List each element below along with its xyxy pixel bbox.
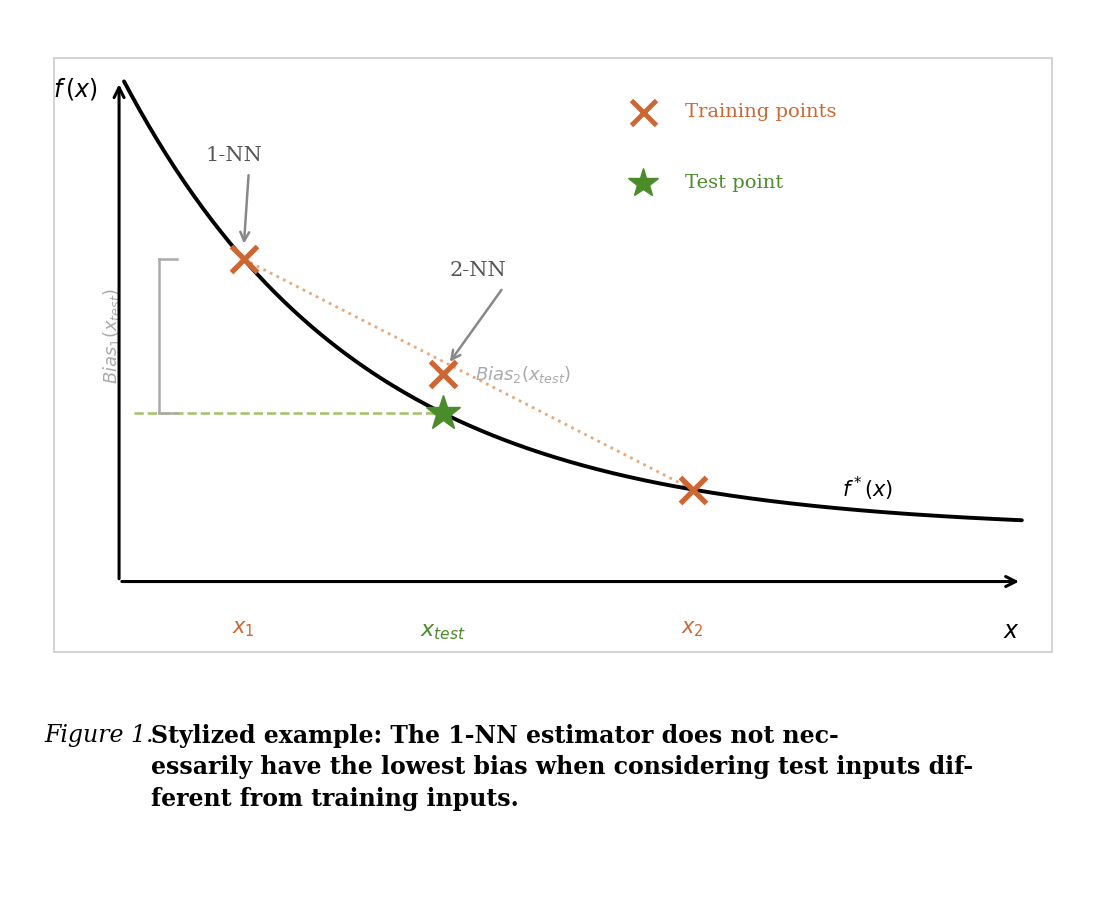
- Text: $x$: $x$: [1003, 620, 1020, 643]
- Bar: [54, 58, 1052, 652]
- Text: $x_1$: $x_1$: [232, 620, 255, 640]
- Text: 1-NN: 1-NN: [206, 146, 262, 165]
- Text: Training points: Training points: [685, 103, 836, 121]
- Text: Stylized example: The 1-NN estimator does not nec-
essarily have the lowest bias: Stylized example: The 1-NN estimator doe…: [152, 724, 973, 811]
- Text: $f\,(x)$: $f\,(x)$: [53, 76, 97, 101]
- Text: 2-NN: 2-NN: [450, 261, 507, 280]
- Text: Test point: Test point: [685, 175, 783, 193]
- Text: Figure 1.: Figure 1.: [44, 724, 154, 747]
- Text: $x_{test}$: $x_{test}$: [420, 620, 467, 642]
- Text: $f^*(x)$: $f^*(x)$: [843, 475, 894, 504]
- Text: $Bias_1(x_{test})$: $Bias_1(x_{test})$: [101, 288, 122, 385]
- Text: $x_2$: $x_2$: [681, 620, 705, 640]
- Text: $Bias_2(x_{test})$: $Bias_2(x_{test})$: [476, 364, 572, 385]
